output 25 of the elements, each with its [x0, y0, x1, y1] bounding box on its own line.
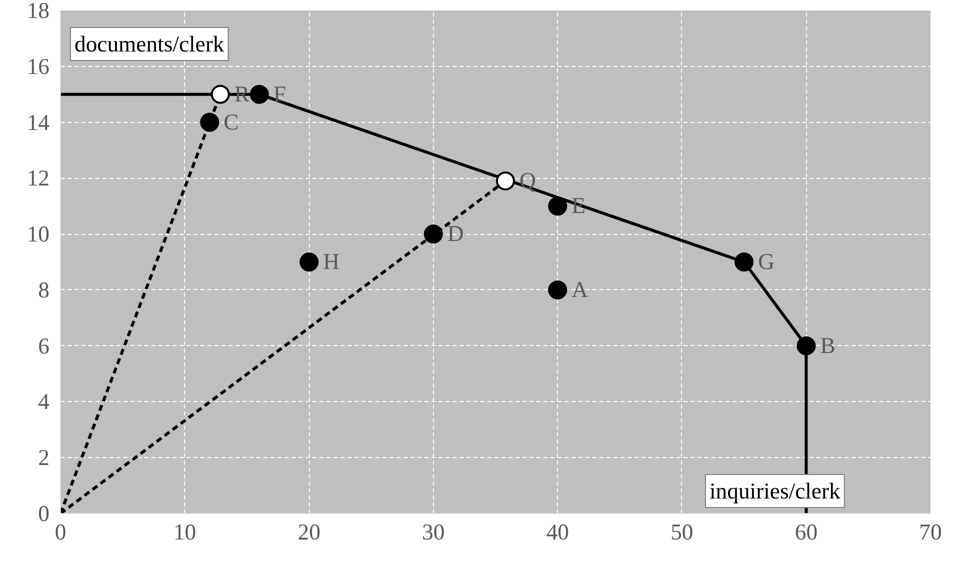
annotation: B — [820, 332, 836, 358]
annotation: F — [273, 81, 286, 106]
y-tick-label: 12 — [26, 166, 50, 191]
x-tick-label: 70 — [919, 520, 942, 544]
x-tick-label: 0 — [54, 520, 66, 544]
annotation: H — [323, 249, 340, 274]
y-tick-label: 4 — [38, 389, 50, 414]
x-tick-label: 10 — [173, 520, 196, 544]
x-axis-title: inquiries/clerk — [710, 478, 842, 504]
x-tick-label: 30 — [422, 520, 445, 544]
annotation: G — [758, 249, 774, 274]
annotation: C — [224, 109, 239, 134]
y-tick-label: 10 — [26, 222, 50, 247]
y-tick-label: 14 — [26, 110, 50, 135]
x-tick-label: 50 — [670, 520, 694, 544]
x-tick-label: 40 — [546, 520, 569, 544]
y-tick-label: 2 — [38, 445, 50, 470]
y-axis-title: documents/clerk — [74, 32, 225, 56]
y-tick-label: 16 — [26, 54, 50, 79]
y-tick-label: 18 — [26, 0, 50, 23]
x-tick-label: 60 — [794, 520, 818, 544]
y-tick-label: 8 — [38, 277, 50, 302]
y-tick-label: 0 — [38, 501, 50, 526]
x-tick-label: 20 — [298, 520, 320, 544]
y-tick-label: 6 — [38, 333, 50, 358]
